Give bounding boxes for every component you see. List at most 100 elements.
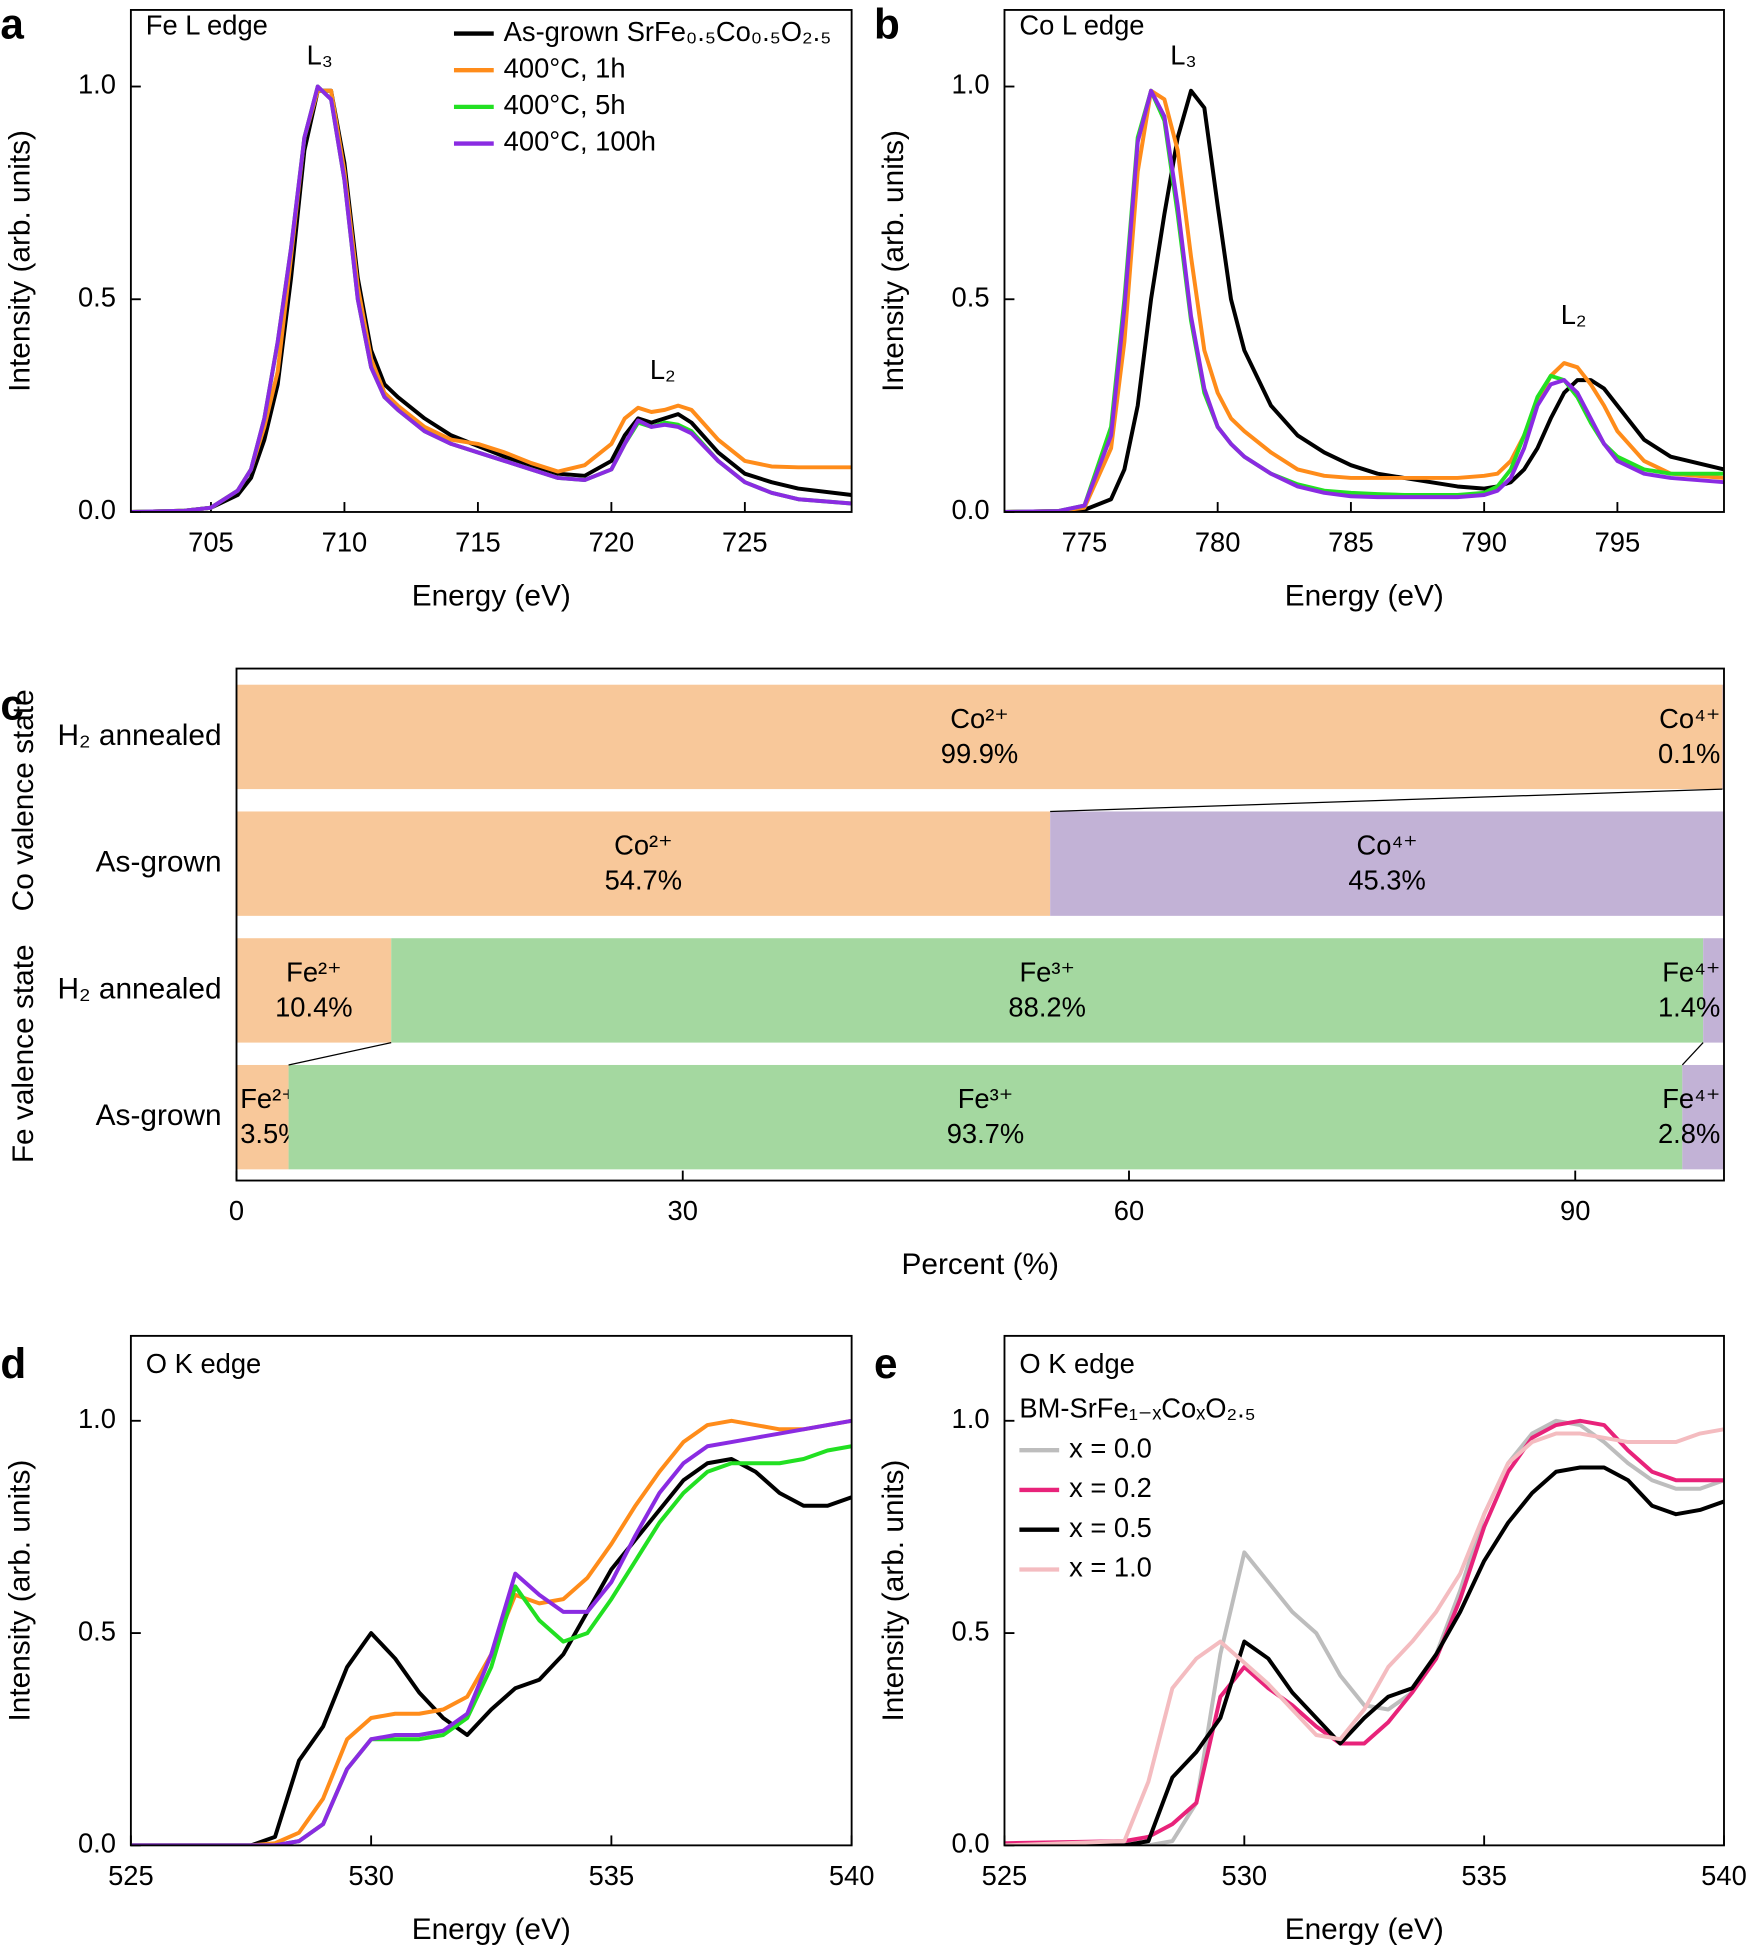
- bar-segment: [1703, 938, 1724, 1043]
- segment-name: Fe⁴⁺: [1662, 1083, 1720, 1114]
- bar-segment: [288, 1064, 1683, 1170]
- bar-segment: [236, 938, 392, 1043]
- legend-label: As-grown SrFe₀.₅Co₀.₅O₂.₅: [504, 16, 832, 47]
- x-axis-label: Energy (eV): [1285, 1913, 1444, 1946]
- panel-label: c: [0, 681, 24, 728]
- plot-lines: [130, 84, 852, 512]
- legend-label: 400°C, 1h: [504, 52, 626, 83]
- y-tick-label: 1.0: [78, 69, 116, 100]
- annotation: Fe L edge: [146, 10, 268, 41]
- plot-frame: [1003, 9, 1725, 513]
- plot-lines: [1004, 88, 1724, 512]
- plot-frame: [235, 667, 1725, 1182]
- annotation: L₂: [1561, 299, 1587, 330]
- x-tick-label: 525: [982, 1860, 1028, 1891]
- segment-name: Fe²⁺: [240, 1083, 295, 1114]
- annotation: Co L edge: [1019, 10, 1144, 41]
- legend-label: x = 0.2: [1069, 1472, 1152, 1503]
- annotation: BM-SrFe₁₋ₓCoₓO₂.₅: [1019, 1393, 1255, 1424]
- bar-segment: [1050, 811, 1724, 916]
- series-line: [130, 1418, 852, 1846]
- segment-name: Fe²⁺: [286, 956, 341, 987]
- x-tick-label: 780: [1195, 527, 1241, 558]
- segment-value: 99.9%: [941, 738, 1019, 769]
- category-label: H₂ annealed: [58, 719, 222, 752]
- y-tick-label: 1.0: [78, 1403, 116, 1434]
- x-tick-label: 535: [1461, 1860, 1507, 1891]
- category-label: As-grown: [96, 846, 222, 879]
- x-tick-label: 795: [1595, 527, 1641, 558]
- segment-value: 0.1%: [1658, 738, 1720, 769]
- annotation: O K edge: [1019, 1348, 1134, 1379]
- plot-lines: [130, 1418, 852, 1846]
- group-label: Co valence state: [7, 689, 40, 911]
- series-line: [1004, 88, 1724, 512]
- category-label: As-grown: [96, 1099, 222, 1132]
- y-tick-label: 0.5: [78, 1615, 116, 1646]
- y-tick-label: 0.5: [952, 281, 990, 312]
- x-axis-label: Percent (%): [902, 1248, 1059, 1281]
- series-line: [130, 1457, 852, 1846]
- series-line: [1004, 1427, 1724, 1846]
- segment-name: Fe³⁺: [958, 1083, 1013, 1114]
- connector: [288, 1041, 392, 1066]
- x-axis-label: Energy (eV): [412, 1913, 571, 1946]
- x-tick-label: 710: [322, 527, 368, 558]
- y-tick-label: 0.0: [952, 494, 990, 525]
- panel-label: a: [0, 0, 24, 47]
- segment-name: Fe³⁺: [1019, 956, 1074, 987]
- x-tick-label: 790: [1461, 527, 1507, 558]
- x-tick-label: 775: [1062, 527, 1108, 558]
- y-tick-label: 0.0: [952, 1828, 990, 1859]
- bar-segment: [236, 811, 1051, 916]
- x-tick-label: 530: [348, 1860, 394, 1891]
- plot-frame: [129, 9, 853, 513]
- legend-label: 400°C, 100h: [504, 126, 656, 157]
- annotation: L₃: [307, 39, 333, 70]
- segment-name: Fe⁴⁺: [1662, 956, 1720, 987]
- bar-segment: [391, 938, 1704, 1043]
- group-label: Fe valence state: [7, 944, 40, 1163]
- category-label: H₂ annealed: [58, 972, 222, 1005]
- y-tick-label: 0.5: [952, 1615, 990, 1646]
- x-tick-label: 60: [1114, 1195, 1144, 1226]
- x-tick-label: 0: [229, 1195, 244, 1226]
- series-line: [130, 88, 852, 512]
- segment-name: Co⁴⁺: [1659, 703, 1720, 734]
- annotation: L₂: [650, 354, 676, 385]
- connector: [1050, 788, 1723, 813]
- x-tick-label: 725: [722, 527, 768, 558]
- connector: [1681, 1042, 1704, 1066]
- y-axis-label: Intensity (arb. units): [877, 1460, 910, 1722]
- legend-label: x = 1.0: [1069, 1552, 1152, 1583]
- segment-value: 88.2%: [1008, 991, 1086, 1022]
- x-axis-label: Energy (eV): [1285, 580, 1444, 613]
- x-tick-label: 785: [1328, 527, 1374, 558]
- panel-label: d: [0, 1340, 26, 1387]
- y-tick-label: 1.0: [952, 69, 990, 100]
- segment-value: 2.8%: [1658, 1118, 1720, 1149]
- x-tick-label: 530: [1222, 1860, 1268, 1891]
- x-tick-label: 720: [589, 527, 635, 558]
- y-tick-label: 1.0: [952, 1403, 990, 1434]
- series-line: [130, 1418, 852, 1846]
- annotation: L₃: [1170, 39, 1196, 70]
- y-axis-label: Intensity (arb. units): [877, 130, 910, 392]
- y-axis-label: Intensity (arb. units): [3, 1460, 36, 1722]
- x-tick-label: 535: [589, 1860, 635, 1891]
- segment-value: 10.4%: [275, 991, 353, 1022]
- series-line: [130, 84, 852, 512]
- x-tick-label: 715: [455, 527, 501, 558]
- legend-label: 400°C, 5h: [504, 89, 626, 120]
- legend-label: x = 0.0: [1069, 1432, 1152, 1463]
- series-line: [1004, 88, 1724, 512]
- segment-value: 1.4%: [1658, 991, 1720, 1022]
- bar-segment: [236, 684, 1723, 790]
- x-tick-label: 705: [188, 527, 234, 558]
- y-tick-label: 0.0: [78, 1828, 116, 1859]
- bar-segment: [1682, 1064, 1724, 1170]
- x-tick-label: 540: [829, 1860, 875, 1891]
- segment-value: 54.7%: [605, 865, 683, 896]
